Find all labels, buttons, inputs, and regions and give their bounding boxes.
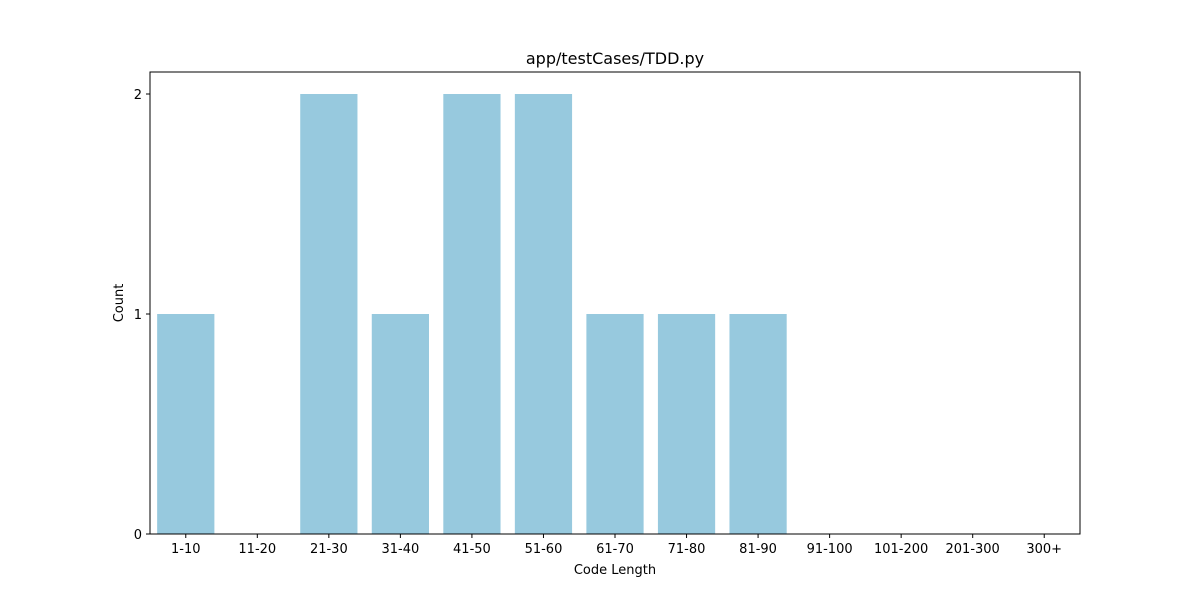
bar-51-60 — [514, 94, 573, 534]
bar-21-30 — [300, 94, 358, 534]
x-tick-label: 1-10 — [171, 542, 201, 557]
bar-1-10 — [157, 314, 215, 534]
bar-31-40 — [371, 314, 429, 534]
x-axis-label: Code Length — [574, 563, 656, 578]
bar-41-50 — [443, 94, 501, 534]
bars-group — [157, 94, 787, 534]
x-tick-label: 81-90 — [739, 542, 777, 557]
chart-title: app/testCases/TDD.py — [526, 49, 704, 68]
x-tick-label: 61-70 — [596, 542, 634, 557]
x-tick-label: 91-100 — [807, 542, 853, 557]
x-axis-ticks: 1-10 11-20 21-30 31-40 41-50 51-60 61-70 71-80 8… — [171, 534, 1062, 557]
bar-61-70 — [586, 314, 644, 534]
y-tick-label: 2 — [134, 88, 142, 103]
x-tick-label: 101-200 — [874, 542, 928, 557]
y-axis-ticks: 0 1 2 — [134, 88, 150, 543]
x-tick-label: 71-80 — [668, 542, 706, 557]
bar-81-90 — [729, 314, 787, 534]
x-tick-label: 41-50 — [453, 542, 491, 557]
x-tick-label: 51-60 — [525, 542, 563, 557]
x-tick-label: 300+ — [1026, 542, 1062, 557]
x-tick-label: 21-30 — [310, 542, 348, 557]
x-tick-label: 201-300 — [946, 542, 1000, 557]
bar-71-80 — [657, 314, 716, 534]
x-tick-label: 11-20 — [238, 542, 276, 557]
plot-frame — [149, 71, 1081, 535]
y-tick-label: 0 — [134, 528, 142, 543]
y-tick-label: 1 — [134, 308, 142, 323]
y-axis-label: Count — [112, 284, 127, 323]
x-tick-label: 31-40 — [381, 542, 419, 557]
